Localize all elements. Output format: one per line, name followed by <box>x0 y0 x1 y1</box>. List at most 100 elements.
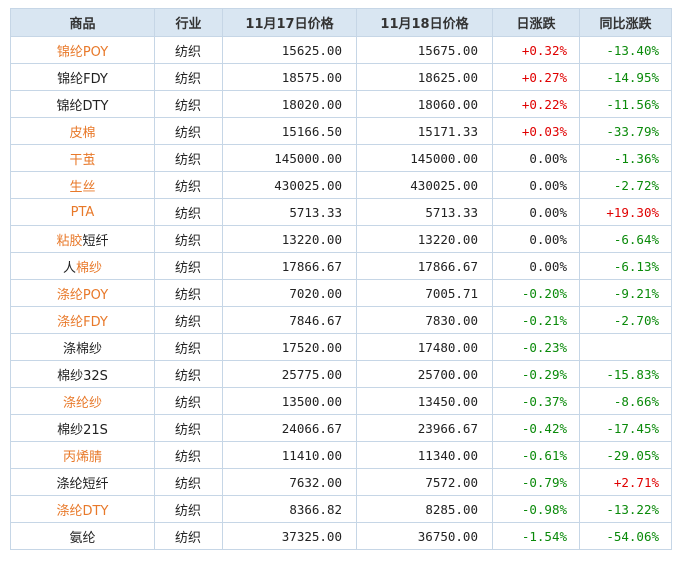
daily-change-cell: -1.54% <box>492 522 580 550</box>
commodity-name[interactable]: 生丝 <box>10 171 155 199</box>
daily-change-cell: -0.23% <box>492 333 580 361</box>
commodity-name[interactable]: 皮棉 <box>10 117 155 145</box>
commodity-name-text: 氨纶 <box>69 530 96 546</box>
price-nov17-cell: 25775.00 <box>222 360 357 388</box>
price-nov18-cell: 23966.67 <box>356 414 493 442</box>
table-row: 涤纶短纤 纺织 7632.00 7572.00 -0.79% +2.71% <box>10 468 672 496</box>
price-nov17-cell: 8366.82 <box>222 495 357 523</box>
industry-cell: 纺织 <box>154 252 223 280</box>
daily-change-cell: 0.00% <box>492 171 580 199</box>
yoy-change-cell: -15.83% <box>579 360 672 388</box>
table-row: 锦纶FDY 纺织 18575.00 18625.00 +0.27% -14.95% <box>10 63 672 91</box>
industry-cell: 纺织 <box>154 306 223 334</box>
commodity-name[interactable]: 涤纶FDY <box>10 306 155 334</box>
price-nov17-cell: 15625.00 <box>222 36 357 64</box>
yoy-change-cell: -14.95% <box>579 63 672 91</box>
daily-change-cell: 0.00% <box>492 144 580 172</box>
price-nov17-cell: 37325.00 <box>222 522 357 550</box>
table-row: 涤纶DTY 纺织 8366.82 8285.00 -0.98% -13.22% <box>10 495 672 523</box>
commodity-name-text: 涤纶短纤 <box>56 476 109 492</box>
industry-cell: 纺织 <box>154 279 223 307</box>
daily-change-cell: +0.27% <box>492 63 580 91</box>
industry-cell: 纺织 <box>154 360 223 388</box>
commodity-name[interactable]: 氨纶 <box>10 522 155 550</box>
table-row: 生丝 纺织 430025.00 430025.00 0.00% -2.72% <box>10 171 672 199</box>
commodity-name[interactable]: 锦纶POY <box>10 36 155 64</box>
price-nov18-cell: 11340.00 <box>356 441 493 469</box>
price-nov17-cell: 7632.00 <box>222 468 357 496</box>
price-nov17-cell: 13220.00 <box>222 225 357 253</box>
daily-change-cell: -0.37% <box>492 387 580 415</box>
yoy-change-cell: -2.70% <box>579 306 672 334</box>
commodity-name-text: 锦纶DTY <box>56 98 109 114</box>
yoy-change-cell: +2.71% <box>579 468 672 496</box>
commodity-name[interactable]: 锦纶FDY <box>10 63 155 91</box>
yoy-change-cell: -8.66% <box>579 387 672 415</box>
table-row: 涤棉纱 纺织 17520.00 17480.00 -0.23% <box>10 333 672 361</box>
commodity-name[interactable]: 粘胶短纤 <box>10 225 155 253</box>
industry-cell: 纺织 <box>154 144 223 172</box>
price-nov18-cell: 8285.00 <box>356 495 493 523</box>
commodity-name[interactable]: PTA <box>10 198 155 226</box>
price-nov18-cell: 7572.00 <box>356 468 493 496</box>
daily-change-cell: 0.00% <box>492 225 580 253</box>
commodity-name[interactable]: 涤棉纱 <box>10 333 155 361</box>
yoy-change-cell: -6.64% <box>579 225 672 253</box>
price-nov17-cell: 18020.00 <box>222 90 357 118</box>
price-nov17-cell: 17520.00 <box>222 333 357 361</box>
daily-change-cell: +0.03% <box>492 117 580 145</box>
table-row: 氨纶 纺织 37325.00 36750.00 -1.54% -54.06% <box>10 522 672 550</box>
header-price-nov18: 11月18日价格 <box>356 8 493 37</box>
header-row: 商品 行业 11月17日价格 11月18日价格 日涨跌 同比涨跌 <box>10 8 672 37</box>
price-nov18-cell: 13220.00 <box>356 225 493 253</box>
commodity-name-text: 涤纶POY <box>56 287 109 303</box>
price-nov18-cell: 145000.00 <box>356 144 493 172</box>
table-row: 丙烯腈 纺织 11410.00 11340.00 -0.61% -29.05% <box>10 441 672 469</box>
commodity-name-text: 涤纶DTY <box>56 503 109 519</box>
daily-change-cell: -0.61% <box>492 441 580 469</box>
price-nov17-cell: 7020.00 <box>222 279 357 307</box>
yoy-change-cell: -13.22% <box>579 495 672 523</box>
price-nov18-cell: 17866.67 <box>356 252 493 280</box>
price-nov18-cell: 430025.00 <box>356 171 493 199</box>
commodity-name[interactable]: 锦纶DTY <box>10 90 155 118</box>
commodity-name-text: 皮棉 <box>69 125 96 141</box>
price-nov17-cell: 13500.00 <box>222 387 357 415</box>
yoy-change-cell: -2.72% <box>579 171 672 199</box>
commodity-name-text: 锦纶FDY <box>57 71 108 87</box>
daily-change-cell: +0.22% <box>492 90 580 118</box>
price-nov17-cell: 11410.00 <box>222 441 357 469</box>
commodity-name[interactable]: 涤纶短纤 <box>10 468 155 496</box>
price-nov18-cell: 15675.00 <box>356 36 493 64</box>
header-yoy-change: 同比涨跌 <box>579 8 672 37</box>
commodity-name[interactable]: 涤纶纱 <box>10 387 155 415</box>
industry-cell: 纺织 <box>154 387 223 415</box>
header-commodity: 商品 <box>10 8 155 37</box>
price-nov17-cell: 18575.00 <box>222 63 357 91</box>
table-row: 涤纶POY 纺织 7020.00 7005.71 -0.20% -9.21% <box>10 279 672 307</box>
commodity-name[interactable]: 棉纱32S <box>10 360 155 388</box>
industry-cell: 纺织 <box>154 171 223 199</box>
daily-change-cell: -0.21% <box>492 306 580 334</box>
yoy-change-cell: -29.05% <box>579 441 672 469</box>
price-nov18-cell: 7005.71 <box>356 279 493 307</box>
industry-cell: 纺织 <box>154 495 223 523</box>
header-price-nov17: 11月17日价格 <box>222 8 357 37</box>
commodity-name[interactable]: 涤纶POY <box>10 279 155 307</box>
commodity-name-text: 丙烯腈 <box>62 449 102 465</box>
commodity-name[interactable]: 丙烯腈 <box>10 441 155 469</box>
commodity-name[interactable]: 棉纱21S <box>10 414 155 442</box>
yoy-change-cell <box>579 333 672 361</box>
daily-change-cell: 0.00% <box>492 252 580 280</box>
price-nov17-cell: 145000.00 <box>222 144 357 172</box>
table-row: 涤纶FDY 纺织 7846.67 7830.00 -0.21% -2.70% <box>10 306 672 334</box>
commodity-name[interactable]: 人棉纱 <box>10 252 155 280</box>
price-nov18-cell: 13450.00 <box>356 387 493 415</box>
commodity-name-part: 粘胶 <box>56 233 83 249</box>
commodity-name-text: 涤纶FDY <box>57 314 108 330</box>
table-body: 锦纶POY 纺织 15625.00 15675.00 +0.32% -13.40% 锦纶FD… <box>10 36 672 550</box>
commodity-name[interactable]: 干茧 <box>10 144 155 172</box>
price-nov18-cell: 25700.00 <box>356 360 493 388</box>
commodity-name[interactable]: 涤纶DTY <box>10 495 155 523</box>
commodity-name-text: 干茧 <box>69 152 96 168</box>
